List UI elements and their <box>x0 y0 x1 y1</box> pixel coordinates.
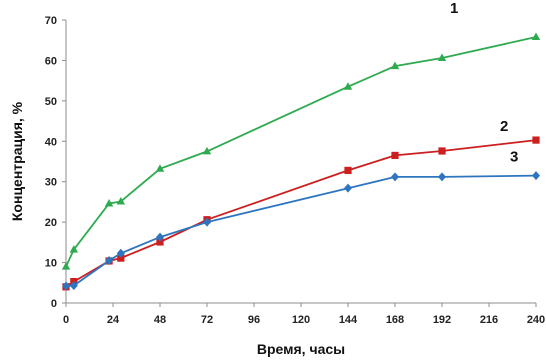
data-point-square <box>156 238 164 246</box>
data-point-diamond <box>62 281 70 291</box>
data-point-triangle <box>104 199 114 207</box>
data-point-square <box>391 151 399 160</box>
y-axis-title: Концентрация, % <box>9 101 25 221</box>
x-axis-title: Время, часы <box>257 341 345 357</box>
y-tick-label: 30 <box>45 177 57 189</box>
data-point-diamond <box>438 172 446 182</box>
data-point-diamond <box>105 256 114 266</box>
data-point-diamond <box>156 232 164 242</box>
data-point-diamond <box>344 183 352 193</box>
series-1-line <box>65 36 537 267</box>
data-point-diamond <box>532 171 540 181</box>
ticks: 0 24 48 72 96 120 144 168 192 216 240 0 10 20 30 40 50 60… <box>45 15 545 326</box>
x-tick-label: 72 <box>201 314 213 326</box>
curve-label-1: 1 <box>450 0 458 17</box>
series-layer <box>61 32 541 291</box>
series-3 <box>62 171 540 291</box>
data-point-diamond <box>69 281 78 291</box>
curve-labels: 1 23 <box>450 0 518 166</box>
y-tick-label: 70 <box>45 15 57 27</box>
y-tick-label: 20 <box>45 217 57 229</box>
y-tick-label: 10 <box>45 258 57 270</box>
x-tick-label: 48 <box>154 314 166 326</box>
x-tick-label: 192 <box>433 314 451 326</box>
data-point-triangle <box>69 245 79 253</box>
axes <box>65 20 536 304</box>
data-point-square <box>344 166 352 174</box>
y-tick-label: 60 <box>45 55 57 67</box>
x-tick-label: 216 <box>480 314 498 326</box>
data-point-triangle <box>202 146 212 155</box>
data-point-square <box>532 136 540 144</box>
data-point-diamond <box>116 248 125 258</box>
y-tick-label: 40 <box>45 136 57 148</box>
series-1 <box>61 32 541 270</box>
series-2 <box>62 136 540 291</box>
x-tick-label: 96 <box>248 314 260 326</box>
data-point-triangle <box>390 61 400 70</box>
data-point-triangle <box>155 164 165 172</box>
data-point-triangle <box>116 197 126 205</box>
data-point-square <box>438 147 446 155</box>
x-tick-label: 144 <box>339 314 358 326</box>
curve-label-2: 2 <box>500 118 508 135</box>
x-tick-label: 120 <box>292 314 310 326</box>
data-point-triangle <box>61 262 71 270</box>
data-point-diamond <box>203 217 211 227</box>
x-tick-label: 168 <box>386 314 404 326</box>
data-point-diamond <box>391 172 399 182</box>
y-tick-label: 50 <box>45 96 57 108</box>
x-tick-label: 0 <box>63 314 69 326</box>
x-tick-label: 24 <box>107 314 120 326</box>
data-point-triangle <box>531 32 541 40</box>
series-2-line <box>65 139 537 288</box>
curve-label-3: 3 <box>510 149 518 166</box>
data-point-triangle <box>343 82 353 90</box>
y-tick-label: 0 <box>51 298 57 310</box>
data-point-triangle <box>437 53 447 62</box>
x-tick-label: 240 <box>527 314 545 326</box>
series-3-line <box>65 174 537 287</box>
data-point-square <box>117 254 125 262</box>
